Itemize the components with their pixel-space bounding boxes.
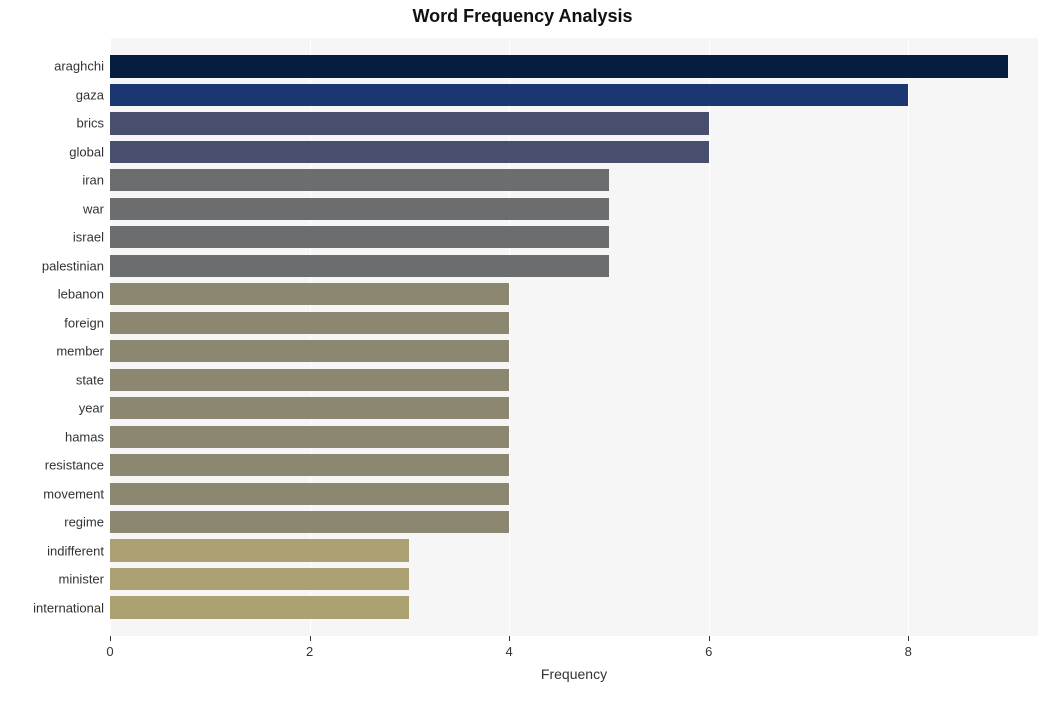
y-tick-label: indifferent — [47, 543, 104, 558]
y-tick-label: state — [76, 372, 104, 387]
y-tick-label: gaza — [76, 87, 104, 102]
bar — [110, 454, 509, 476]
y-tick-label: global — [69, 144, 104, 159]
bar — [110, 312, 509, 334]
y-tick-label: foreign — [64, 315, 104, 330]
y-tick-label: resistance — [45, 458, 104, 473]
bar — [110, 226, 609, 248]
bar — [110, 340, 509, 362]
y-tick-label: war — [83, 201, 104, 216]
y-tick-label: regime — [64, 515, 104, 530]
x-tick-mark — [908, 636, 909, 641]
y-tick-label: minister — [58, 572, 104, 587]
x-tick-label: 6 — [705, 644, 712, 659]
x-tick-mark — [110, 636, 111, 641]
x-tick-label: 2 — [306, 644, 313, 659]
bar — [110, 198, 609, 220]
y-tick-label: member — [56, 344, 104, 359]
x-tick-label: 8 — [905, 644, 912, 659]
bar — [110, 169, 609, 191]
word-frequency-chart: Word Frequency Analysis araghchi gaza bric… — [0, 0, 1045, 701]
x-tick-mark — [310, 636, 311, 641]
bar — [110, 112, 709, 134]
bar — [110, 255, 609, 277]
y-tick-label: brics — [77, 116, 104, 131]
plot-area — [110, 38, 1038, 636]
gridline — [908, 38, 909, 636]
x-axis-label: Frequency — [110, 666, 1038, 682]
bar — [110, 283, 509, 305]
y-tick-label: year — [79, 401, 104, 416]
y-tick-label: international — [33, 600, 104, 615]
gridline — [709, 38, 710, 636]
x-tick-label: 4 — [506, 644, 513, 659]
y-tick-label: lebanon — [58, 287, 104, 302]
y-tick-label: iran — [82, 173, 104, 188]
x-tick-label: 0 — [106, 644, 113, 659]
bar — [110, 426, 509, 448]
bar — [110, 55, 1008, 77]
bar — [110, 141, 709, 163]
bar — [110, 596, 409, 618]
bar — [110, 397, 509, 419]
x-tick-mark — [709, 636, 710, 641]
chart-title: Word Frequency Analysis — [0, 6, 1045, 27]
y-tick-label: movement — [43, 486, 104, 501]
bar — [110, 483, 509, 505]
x-tick-mark — [509, 636, 510, 641]
bar — [110, 84, 908, 106]
bar — [110, 539, 409, 561]
bar — [110, 369, 509, 391]
bar — [110, 568, 409, 590]
bar — [110, 511, 509, 533]
y-tick-label: araghchi — [54, 59, 104, 74]
y-tick-label: palestinian — [42, 258, 104, 273]
y-tick-label: hamas — [65, 429, 104, 444]
y-tick-label: israel — [73, 230, 104, 245]
